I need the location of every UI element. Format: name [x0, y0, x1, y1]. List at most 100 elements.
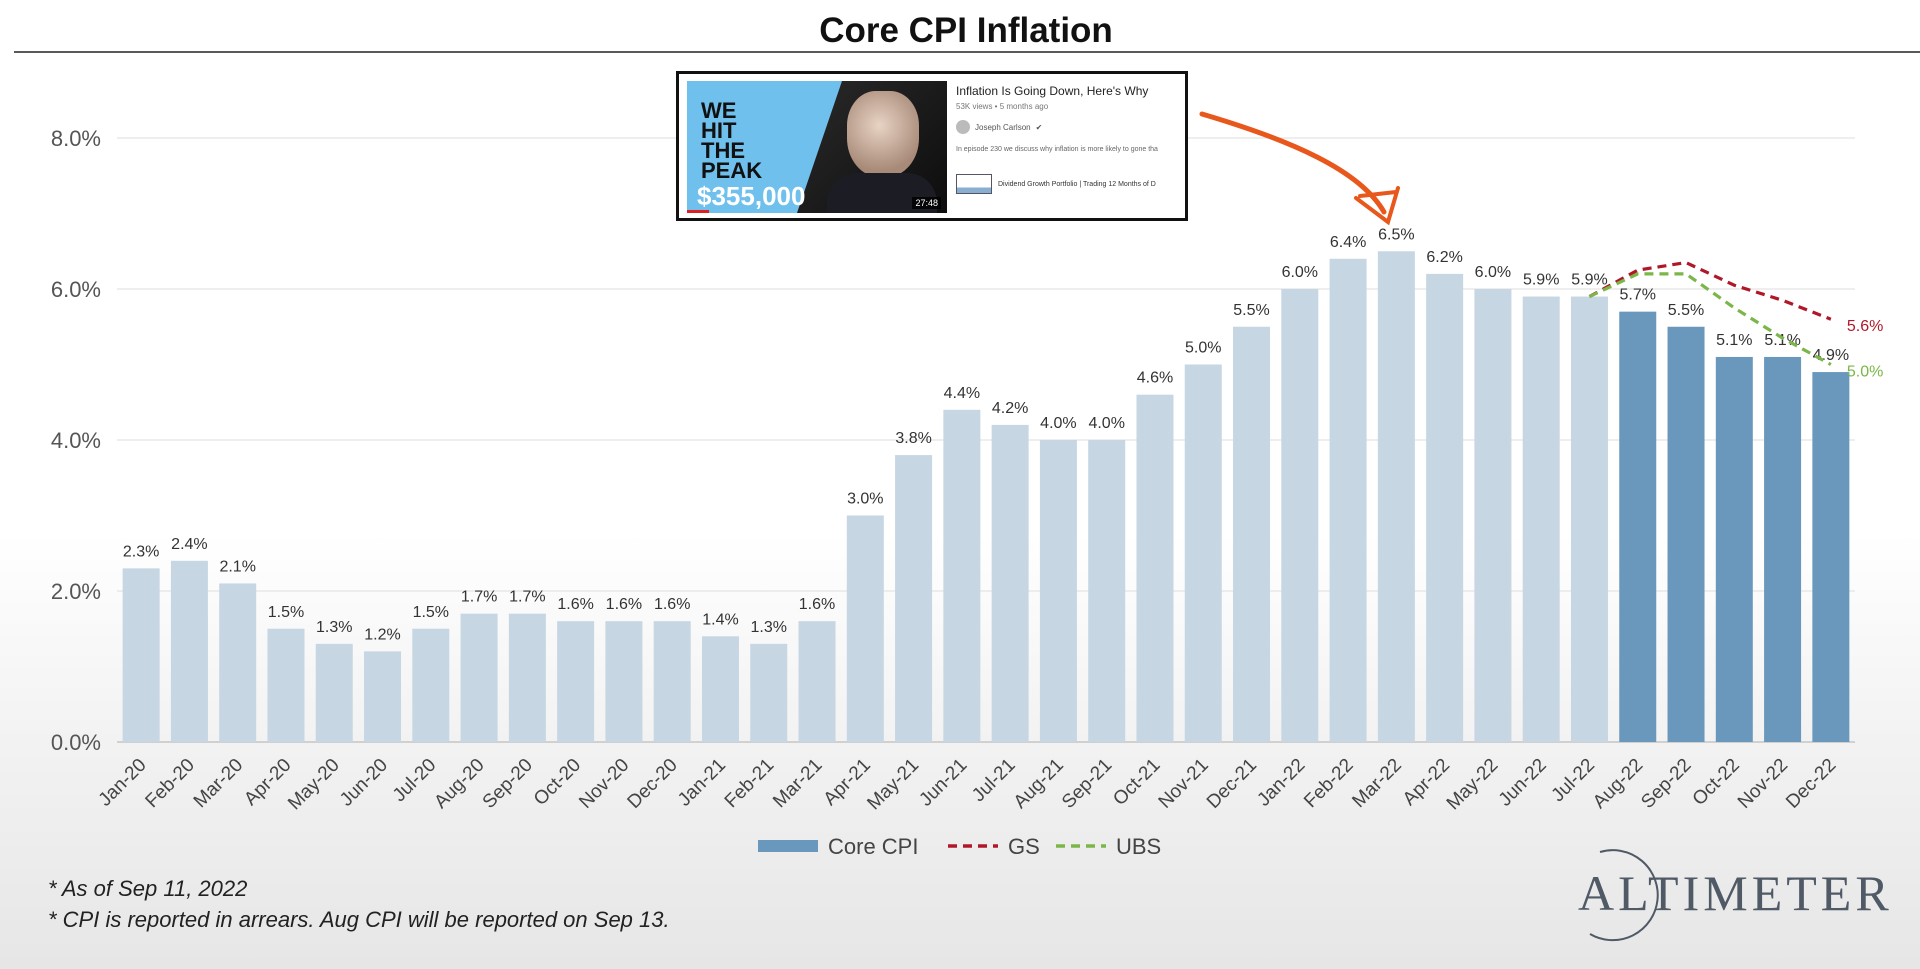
video-description: In episode 230 we discuss why inflation … — [956, 146, 1158, 153]
forecast-lines: 5.6% 5.0% — [1588, 260, 1883, 381]
x-tick-label: Oct-20 — [530, 755, 585, 810]
data-label: 1.3% — [751, 619, 787, 636]
x-tick-label: Feb-20 — [142, 755, 199, 812]
bar — [557, 621, 595, 742]
bar — [1570, 296, 1608, 742]
x-tick-label: Jan-22 — [1253, 755, 1309, 811]
bar — [1377, 251, 1415, 742]
data-label: 1.6% — [654, 596, 690, 613]
bar — [1619, 311, 1657, 742]
bar — [1715, 356, 1753, 742]
bar — [508, 613, 546, 742]
data-label: 3.0% — [847, 491, 883, 508]
data-label: 1.2% — [364, 626, 400, 643]
bar — [895, 455, 933, 742]
playlist-thumbnail-icon — [956, 174, 992, 194]
data-label: 6.0% — [1282, 264, 1318, 281]
x-tick-label: Dec-22 — [1782, 755, 1840, 813]
data-label: 2.3% — [123, 543, 159, 560]
data-label: 5.5% — [1233, 302, 1269, 319]
data-label: 5.9% — [1523, 272, 1559, 289]
data-labels: 2.3% 2.4% 2.1% 1.5% 1.3% 1.2% 1.5% 1.7% 1.7% 1.6%… — [123, 226, 1849, 643]
x-tick-label: Nov-22 — [1734, 755, 1792, 813]
x-tick-label: Dec-21 — [1203, 755, 1261, 813]
x-tick-label: Dec-20 — [624, 755, 682, 813]
bar — [1088, 440, 1126, 742]
bar — [750, 643, 788, 742]
x-tick-label: Aug-21 — [1010, 755, 1068, 813]
playlist-row[interactable]: Dividend Growth Portfolio | Trading 12 M… — [956, 174, 1156, 194]
bar — [1812, 372, 1850, 742]
bar — [315, 643, 353, 742]
data-label: 4.6% — [1137, 370, 1173, 387]
x-tick-label: Mar-20 — [190, 755, 247, 812]
channel-avatar-icon — [956, 120, 970, 134]
y-tick-label: 8.0% — [51, 126, 101, 151]
series-line-ubs — [1588, 272, 1832, 366]
bars — [122, 251, 1850, 742]
data-label: 4.9% — [1813, 347, 1849, 364]
data-label: 6.2% — [1426, 249, 1462, 266]
data-label: 5.7% — [1620, 287, 1656, 304]
bar — [1136, 394, 1174, 742]
video-duration: 27:48 — [912, 197, 941, 209]
x-tick-label: Nov-21 — [1155, 755, 1213, 813]
channel-row[interactable]: Joseph Carlson ✔ — [956, 120, 1042, 134]
video-thumbnail[interactable]: WE HIT THE PEAK $355,000 27:48 — [687, 81, 947, 213]
x-tick-label: Oct-22 — [1689, 755, 1744, 810]
video-title[interactable]: Inflation Is Going Down, Here's Why — [956, 84, 1149, 98]
bar — [1184, 364, 1222, 742]
bar — [701, 636, 739, 742]
data-label: 4.0% — [1040, 415, 1076, 432]
data-label: 3.8% — [895, 430, 931, 447]
bar — [122, 568, 160, 742]
bar — [1039, 440, 1077, 742]
data-label: 1.7% — [461, 589, 497, 606]
y-tick-label: 4.0% — [51, 428, 101, 453]
data-label: 5.0% — [1185, 340, 1221, 357]
bar — [798, 621, 836, 742]
bar — [460, 613, 498, 742]
y-axis-ticks: 0.0% 2.0% 4.0% 6.0% 8.0% — [51, 126, 101, 755]
bar — [991, 424, 1029, 742]
x-tick-label: Aug-20 — [430, 755, 488, 813]
data-label: 1.7% — [509, 589, 545, 606]
bar — [943, 409, 981, 742]
data-label: 1.6% — [606, 596, 642, 613]
footnote-as-of: * As of Sep 11, 2022 — [48, 876, 248, 901]
x-tick-label: Sep-22 — [1637, 755, 1695, 813]
altimeter-logo: ALTIMETER — [1578, 849, 1893, 942]
footnote-arrears: * CPI is reported in arrears. Aug CPI wi… — [48, 907, 670, 932]
x-tick-label: Mar-22 — [1348, 755, 1405, 812]
legend-label: GS — [1008, 834, 1040, 859]
data-label: 1.6% — [799, 596, 835, 613]
x-axis-ticks: Jan-20Feb-20Mar-20Apr-20May-20Jun-20Jul-… — [95, 755, 1841, 815]
x-tick-label: Sep-21 — [1058, 755, 1116, 813]
bar — [364, 651, 402, 742]
y-tick-label: 0.0% — [51, 730, 101, 755]
x-tick-label: May-22 — [1443, 755, 1503, 815]
data-label: 1.5% — [268, 604, 304, 621]
x-tick-label: Jun-21 — [915, 755, 971, 811]
x-tick-label: Jan-20 — [95, 755, 151, 811]
x-tick-label: Jun-22 — [1495, 755, 1551, 811]
playlist-title: Dividend Growth Portfolio | Trading 12 M… — [998, 180, 1156, 188]
annotation-arrow — [1199, 111, 1387, 215]
data-label: 6.0% — [1475, 264, 1511, 281]
bar — [1522, 296, 1560, 742]
data-label: 5.5% — [1668, 302, 1704, 319]
legend-label: Core CPI — [828, 834, 918, 859]
bar — [1233, 326, 1271, 742]
x-tick-label: Feb-22 — [1300, 755, 1357, 812]
video-card[interactable]: WE HIT THE PEAK $355,000 27:48 Inflation… — [676, 71, 1188, 221]
x-tick-label: Oct-21 — [1109, 755, 1164, 810]
bar — [170, 560, 208, 742]
y-tick-label: 2.0% — [51, 579, 101, 604]
x-tick-label: May-20 — [284, 755, 344, 815]
bar — [1329, 258, 1367, 742]
data-label: 5.9% — [1571, 272, 1607, 289]
data-label: 1.4% — [702, 611, 738, 628]
logo-text: ALTIMETER — [1578, 865, 1893, 921]
data-label: 4.2% — [992, 400, 1028, 417]
